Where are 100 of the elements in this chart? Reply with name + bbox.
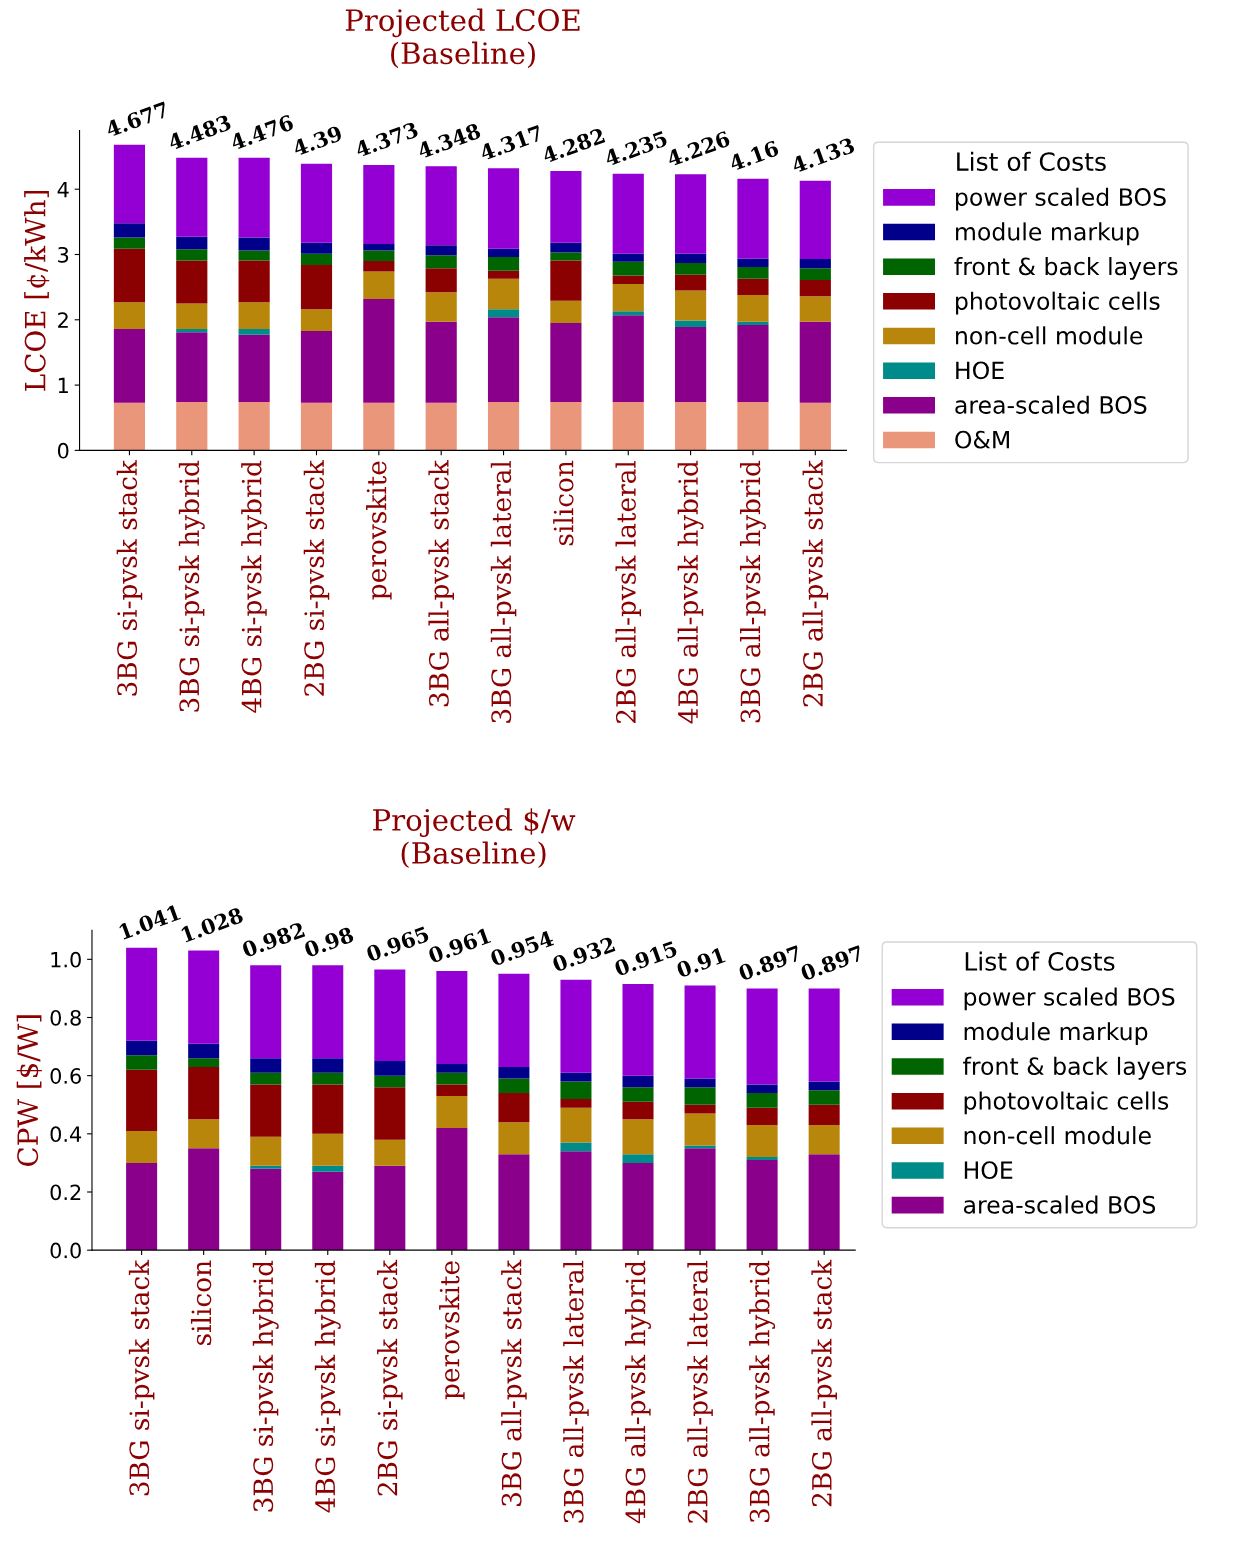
bar [684, 1078, 716, 1088]
bar [560, 1151, 592, 1251]
bar [675, 320, 707, 327]
x-tick-label: 4BG si-pvsk hybrid [314, 1260, 341, 1513]
bar [550, 260, 582, 301]
bar [799, 321, 831, 403]
bar [737, 325, 769, 403]
bar [612, 311, 644, 316]
x-tick-label: 3BG si-pvsk stack [116, 459, 143, 696]
bar [238, 302, 270, 329]
bar [487, 278, 520, 310]
bar [808, 988, 840, 1082]
y-tick-label: 0.2 [50, 1184, 81, 1201]
y-tick-label: 3 [58, 246, 69, 263]
total-label: 1.028 [180, 906, 244, 943]
bar [374, 1165, 406, 1251]
total-label: 4.373 [354, 121, 419, 158]
bar [312, 1072, 344, 1085]
bar [300, 253, 333, 265]
total-label: 0.961 [427, 927, 492, 964]
bar [238, 334, 270, 403]
bar [675, 402, 707, 451]
bar [436, 970, 468, 1065]
bar [560, 1107, 592, 1143]
y-tick-label: 0.8 [50, 1009, 81, 1026]
bar [374, 1075, 406, 1088]
bar [746, 1160, 778, 1251]
total-label: 0.897 [799, 944, 864, 982]
bar [612, 402, 644, 451]
bar [808, 1090, 840, 1105]
bar [250, 1136, 282, 1166]
y-tick-label: 4 [57, 181, 69, 198]
bar [188, 1043, 220, 1059]
x-tick-label: 4BG si-pvsk hybrid [241, 460, 268, 713]
chart-title: Projected LCOE (Baseline) [345, 8, 580, 69]
bar [808, 1081, 840, 1091]
bar [188, 1058, 220, 1067]
total-label: 4.677 [104, 101, 170, 138]
bar [250, 965, 282, 1059]
x-tick-label: 3BG all-pvsk stack [501, 1259, 527, 1506]
legend-label: front & back layers [963, 1056, 1187, 1080]
bar [113, 237, 146, 249]
bar [300, 163, 333, 243]
bar [250, 1168, 282, 1251]
bar [684, 1113, 716, 1146]
x-tick-label: 2BG all-pvsk lateral [687, 1260, 713, 1523]
bar [675, 290, 707, 321]
bar [612, 173, 644, 254]
bar [746, 1093, 778, 1108]
x-tick-label: 3BG all-pvsk lateral [563, 1260, 589, 1523]
legend-label: photovoltaic cells [956, 291, 1160, 315]
bar [550, 300, 582, 324]
total-label: 0.965 [365, 925, 430, 963]
bar [300, 242, 333, 254]
bar [799, 296, 831, 322]
y-tick-label: 0 [57, 442, 69, 459]
legend-label: module markup [964, 1022, 1148, 1046]
bar [425, 292, 457, 322]
bar [425, 166, 457, 246]
bar [612, 253, 644, 262]
bar [126, 1069, 158, 1131]
x-tick-label: silicon [553, 460, 574, 546]
x-tick-label: 3BG si-pvsk stack [128, 1259, 155, 1496]
bar [612, 275, 644, 284]
x-tick-label: 2BG si-pvsk stack [377, 1259, 403, 1496]
bar [126, 1055, 158, 1070]
legend-label: non-cell module [964, 1126, 1151, 1145]
bar [425, 321, 457, 403]
bar [737, 266, 769, 279]
x-tick-label: 3BG all-pvsk stack [428, 459, 454, 707]
bar [799, 259, 831, 269]
bar [188, 950, 220, 1044]
total-label: 4.133 [790, 137, 856, 174]
bar [487, 309, 520, 318]
bar [436, 1064, 468, 1073]
bar [113, 223, 146, 238]
chart-title: Projected $/w (Baseline) [373, 808, 576, 869]
legend-label: photovoltaic cells [964, 1091, 1169, 1115]
bar [300, 402, 333, 451]
bar [312, 1171, 344, 1251]
bar [684, 1148, 716, 1251]
bar [622, 984, 654, 1076]
bar [113, 144, 146, 224]
bar [560, 979, 592, 1073]
bar [684, 1145, 716, 1149]
bar [188, 1119, 220, 1149]
x-tick-label: 2BG all-pvsk lateral [615, 460, 642, 723]
x-tick-label: perovskite [439, 1261, 465, 1400]
bar [737, 294, 769, 322]
x-tick-label: 3BG all-pvsk lateral [490, 460, 517, 723]
total-label: 1.041 [118, 904, 181, 940]
bar [176, 157, 208, 237]
bar [808, 1154, 840, 1251]
x-tick-label: 3BG all-pvsk hybrid [740, 460, 766, 723]
y-tick-label: 1 [58, 377, 68, 393]
bar [176, 402, 208, 451]
x-tick-label: 4BG all-pvsk hybrid [677, 460, 704, 724]
bar [560, 1098, 592, 1108]
bar [622, 1162, 654, 1251]
bar [799, 180, 831, 260]
